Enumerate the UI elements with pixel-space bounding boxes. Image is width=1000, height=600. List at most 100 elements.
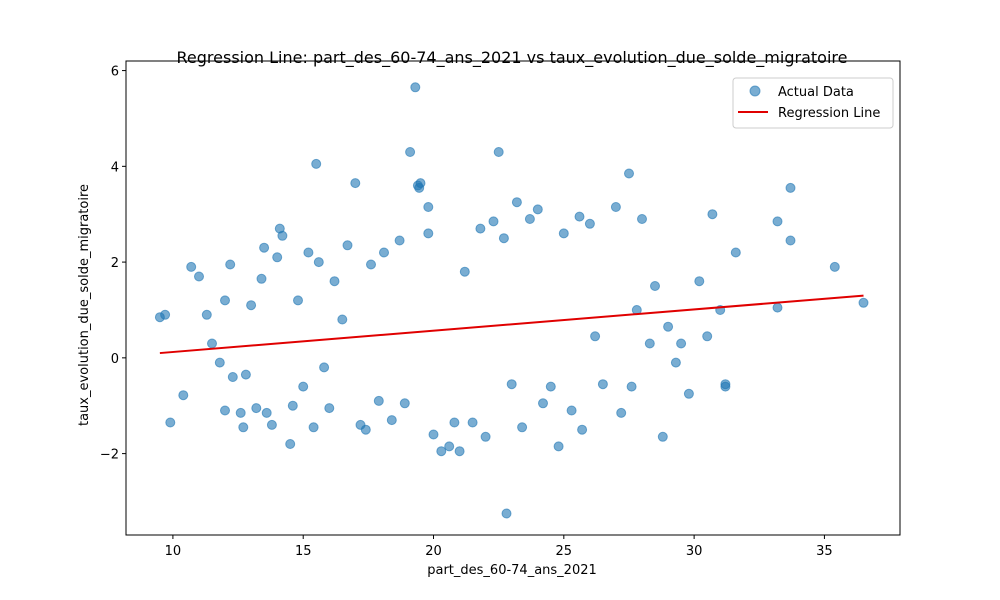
data-point-11 xyxy=(225,259,236,270)
x-tick-label-1: 15 xyxy=(295,544,312,559)
data-point-4 xyxy=(186,261,197,272)
data-point-46 xyxy=(399,398,410,409)
data-point-16 xyxy=(246,300,257,311)
data-point-84 xyxy=(624,168,634,179)
x-tick-label-0: 10 xyxy=(165,544,182,559)
data-point-79 xyxy=(584,218,595,229)
data-point-30 xyxy=(308,422,319,433)
data-point-35 xyxy=(329,276,340,287)
data-point-73 xyxy=(545,381,556,392)
data-point-27 xyxy=(293,295,303,306)
x-axis: 10 15 20 25 30 35 xyxy=(165,535,833,559)
data-point-26 xyxy=(287,400,298,411)
data-point-72 xyxy=(538,398,548,409)
data-point-106 xyxy=(829,261,840,272)
data-point-63 xyxy=(488,216,499,227)
data-point-66 xyxy=(501,508,512,519)
y-axis-label: taux_evolution_due_solde_migratoire xyxy=(77,184,92,426)
chart-title: Regression Line: part_des_60-74_ans_2021… xyxy=(177,48,848,68)
data-point-44 xyxy=(386,415,397,426)
data-point-40 xyxy=(360,424,371,435)
data-point-54 xyxy=(428,429,439,440)
data-point-60 xyxy=(467,417,478,428)
data-point-53 xyxy=(423,228,434,239)
data-point-101 xyxy=(730,247,741,258)
data-point-8 xyxy=(214,357,225,368)
data-point-58 xyxy=(454,446,465,457)
data-point-78 xyxy=(577,424,588,435)
data-point-29 xyxy=(303,247,314,258)
y-tick-label-1: 0 xyxy=(111,352,119,367)
data-point-38 xyxy=(350,178,361,189)
legend-entry-actual-data: Actual Data xyxy=(778,85,854,100)
data-point-104 xyxy=(785,182,796,193)
data-point-37 xyxy=(342,240,353,251)
data-point-45 xyxy=(394,235,405,246)
data-point-105 xyxy=(785,235,796,246)
data-point-6 xyxy=(201,309,212,320)
data-point-65 xyxy=(498,233,509,244)
data-point-12 xyxy=(227,372,238,382)
data-point-24 xyxy=(277,230,288,241)
data-point-90 xyxy=(657,431,668,442)
data-point-32 xyxy=(313,257,324,268)
data-point-57 xyxy=(449,417,460,428)
data-point-100 xyxy=(720,381,731,392)
y-tick-label-3: 4 xyxy=(111,160,119,175)
data-point-74 xyxy=(553,441,564,452)
data-point-94 xyxy=(683,388,694,399)
data-point-42 xyxy=(373,395,384,406)
data-point-91 xyxy=(663,321,674,332)
data-point-41 xyxy=(366,259,376,270)
data-point-43 xyxy=(379,247,389,258)
x-tick-label-2: 20 xyxy=(425,544,442,559)
data-point-83 xyxy=(616,407,627,418)
data-point-64 xyxy=(493,147,504,157)
data-point-55 xyxy=(436,446,447,457)
regression-line xyxy=(159,294,864,355)
data-point-25 xyxy=(285,439,296,449)
data-point-75 xyxy=(558,228,569,239)
data-point-5 xyxy=(194,271,204,282)
data-point-17 xyxy=(251,403,262,414)
y-tick-label-2: 2 xyxy=(111,256,119,271)
data-point-68 xyxy=(511,197,522,208)
data-point-10 xyxy=(220,405,230,416)
data-point-20 xyxy=(261,407,272,418)
data-point-107 xyxy=(858,297,869,308)
data-point-97 xyxy=(707,209,718,220)
legend-box xyxy=(732,77,894,129)
y-axis: −2 0 2 4 6 xyxy=(100,65,126,463)
plot-area-frame xyxy=(125,60,901,536)
data-point-85 xyxy=(626,381,637,392)
data-point-9 xyxy=(220,295,230,306)
data-point-34 xyxy=(324,403,335,414)
data-point-103 xyxy=(772,302,783,313)
y-tick-label-4: 6 xyxy=(111,65,119,80)
data-point-1 xyxy=(160,309,171,320)
data-point-71 xyxy=(532,204,543,215)
x-tick-label-4: 30 xyxy=(686,544,703,559)
data-point-15 xyxy=(240,369,251,380)
data-point-28 xyxy=(298,381,309,392)
data-point-51 xyxy=(415,178,426,189)
data-point-56 xyxy=(444,441,455,452)
data-point-22 xyxy=(272,252,283,263)
data-point-96 xyxy=(702,331,713,342)
data-point-48 xyxy=(410,82,421,93)
x-axis-label: part_des_60-74_ans_2021 xyxy=(427,563,597,578)
data-point-47 xyxy=(405,147,416,157)
legend-entry-regression-line: Regression Line xyxy=(778,106,880,121)
data-point-82 xyxy=(610,202,621,212)
data-point-13 xyxy=(235,407,246,418)
data-point-69 xyxy=(517,422,528,433)
data-point-88 xyxy=(644,338,655,349)
data-point-36 xyxy=(337,314,348,325)
data-point-80 xyxy=(590,331,601,342)
data-point-14 xyxy=(238,422,249,433)
scatter-points-layer xyxy=(154,82,869,519)
data-point-92 xyxy=(670,357,681,368)
regression-line-layer xyxy=(159,294,864,355)
data-point-31 xyxy=(311,158,322,169)
data-point-18 xyxy=(256,273,267,284)
